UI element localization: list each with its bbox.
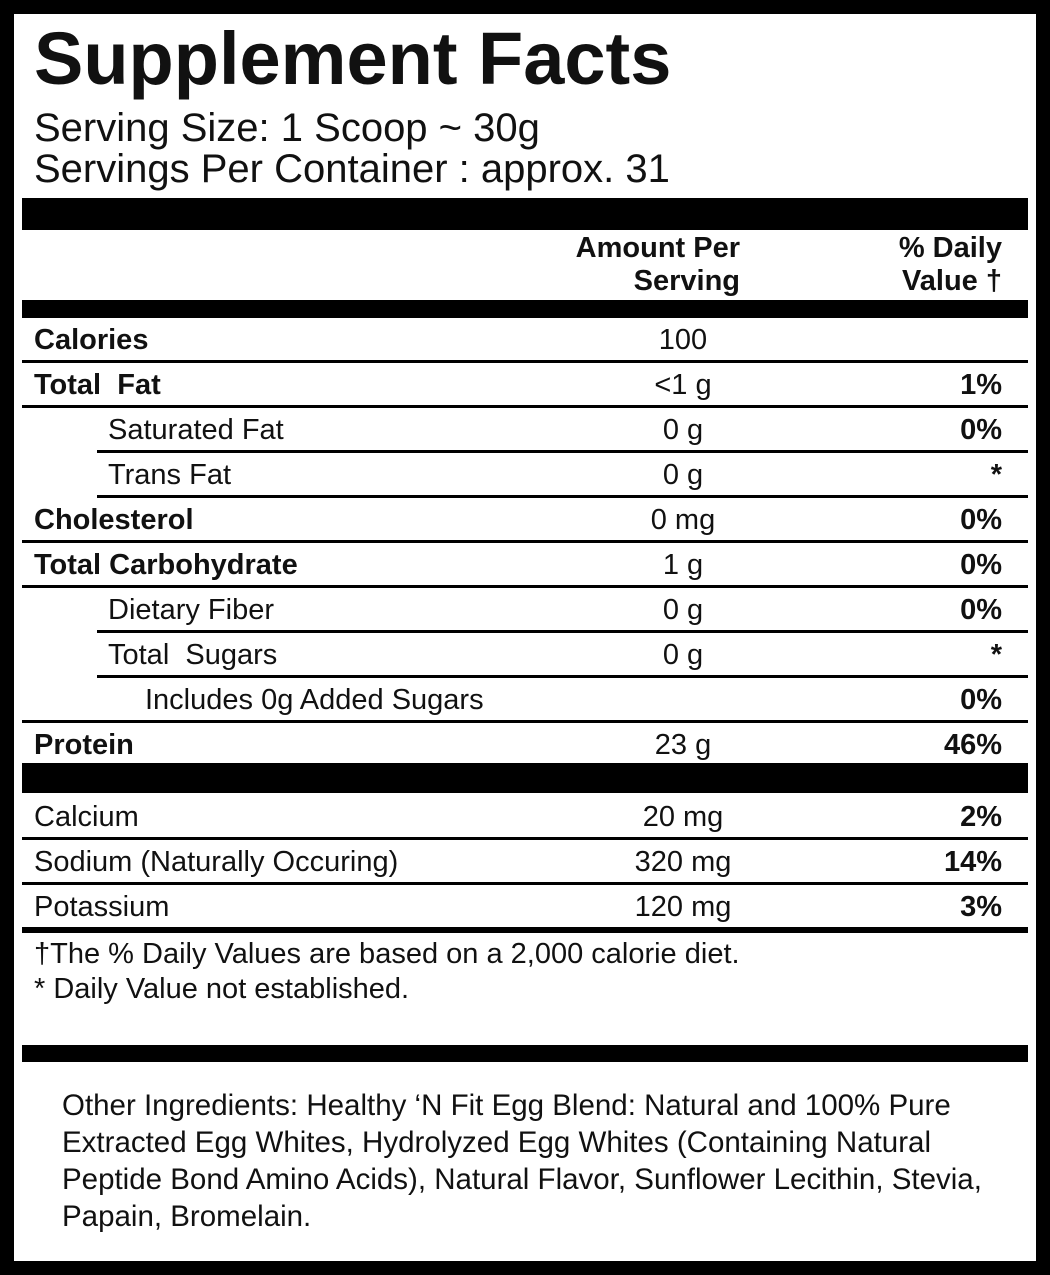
nutrient-name: Dietary Fiber bbox=[108, 594, 274, 626]
nutrient-amount: <1 g bbox=[654, 369, 712, 401]
daily-value: 0% bbox=[960, 414, 1002, 446]
nutrient-name: Trans Fat bbox=[108, 459, 232, 491]
nutrient-amount: 0 g bbox=[662, 594, 704, 626]
daily-value: * bbox=[990, 639, 1002, 671]
servings-per-container: Servings Per Container : approx. 31 bbox=[34, 147, 670, 191]
nutrient-name: Total Sugars bbox=[108, 639, 278, 671]
nutrient-name: Sodium (Naturally Occuring) bbox=[34, 846, 399, 878]
nutrient-amount: 0 g bbox=[662, 459, 704, 491]
ingredients: Other Ingredients: Healthy ‘N Fit Egg Bl… bbox=[62, 1089, 982, 1233]
title: Supplement Facts bbox=[34, 17, 672, 100]
row-rule bbox=[97, 675, 1028, 678]
nutrient-amount: 1 g bbox=[662, 549, 704, 581]
nutrient-name: Saturated Fat bbox=[108, 414, 284, 446]
row-rule bbox=[97, 630, 1028, 633]
nutrient-name: Calcium bbox=[34, 801, 139, 833]
nutrient-amount: 0 g bbox=[662, 639, 704, 671]
nutrient-amount: 0 g bbox=[662, 414, 704, 446]
row-rule bbox=[22, 540, 1028, 543]
daily-value: 0% bbox=[960, 549, 1002, 581]
divider-bar bbox=[22, 763, 1028, 793]
daily-value: 0% bbox=[960, 594, 1002, 626]
row-rule bbox=[22, 720, 1028, 723]
nutrient-name: Cholesterol bbox=[34, 504, 194, 536]
daily-value: * bbox=[990, 459, 1002, 491]
divider-bar bbox=[22, 300, 1028, 318]
daily-value: 46% bbox=[943, 729, 1002, 761]
row-rule bbox=[22, 837, 1028, 840]
daily-value: 0% bbox=[960, 684, 1002, 716]
footnote: * Daily Value not established. bbox=[34, 973, 410, 1005]
nutrient-name: Includes 0g Added Sugars bbox=[145, 684, 484, 716]
row-rule bbox=[22, 405, 1028, 408]
nutrient-name: Protein bbox=[34, 729, 134, 761]
daily-value: 0% bbox=[960, 504, 1002, 536]
rule bbox=[22, 927, 1028, 933]
divider-bar bbox=[22, 198, 1028, 230]
row-rule bbox=[97, 450, 1028, 453]
daily-value: 2% bbox=[960, 801, 1002, 833]
daily-value: 1% bbox=[960, 369, 1002, 401]
nutrient-name: Calories bbox=[34, 324, 149, 356]
nutrient-amount: 120 mg bbox=[634, 891, 732, 923]
daily-value: 14% bbox=[943, 846, 1002, 878]
footnote: †The % Daily Values are based on a 2,000… bbox=[34, 938, 740, 970]
nutrient-amount: 100 bbox=[658, 324, 708, 356]
daily-value: 3% bbox=[960, 891, 1002, 923]
header-daily-value: % Daily Value † bbox=[898, 232, 1002, 297]
nutrient-name: Total Carbohydrate bbox=[34, 549, 298, 581]
row-rule bbox=[22, 882, 1028, 885]
serving-size: Serving Size: 1 Scoop ~ 30g bbox=[34, 106, 540, 150]
nutrient-name: Potassium bbox=[34, 891, 170, 923]
row-rule bbox=[22, 360, 1028, 363]
nutrient-amount: 20 mg bbox=[642, 801, 724, 833]
row-rule bbox=[97, 495, 1028, 498]
nutrient-amount: 320 mg bbox=[634, 846, 732, 878]
header-amount: Amount Per Serving bbox=[575, 232, 740, 297]
nutrient-name: Total Fat bbox=[34, 369, 161, 401]
divider-bar bbox=[22, 1045, 1028, 1062]
nutrient-amount: 23 g bbox=[654, 729, 712, 761]
row-rule bbox=[22, 585, 1028, 588]
nutrient-amount: 0 mg bbox=[650, 504, 716, 536]
